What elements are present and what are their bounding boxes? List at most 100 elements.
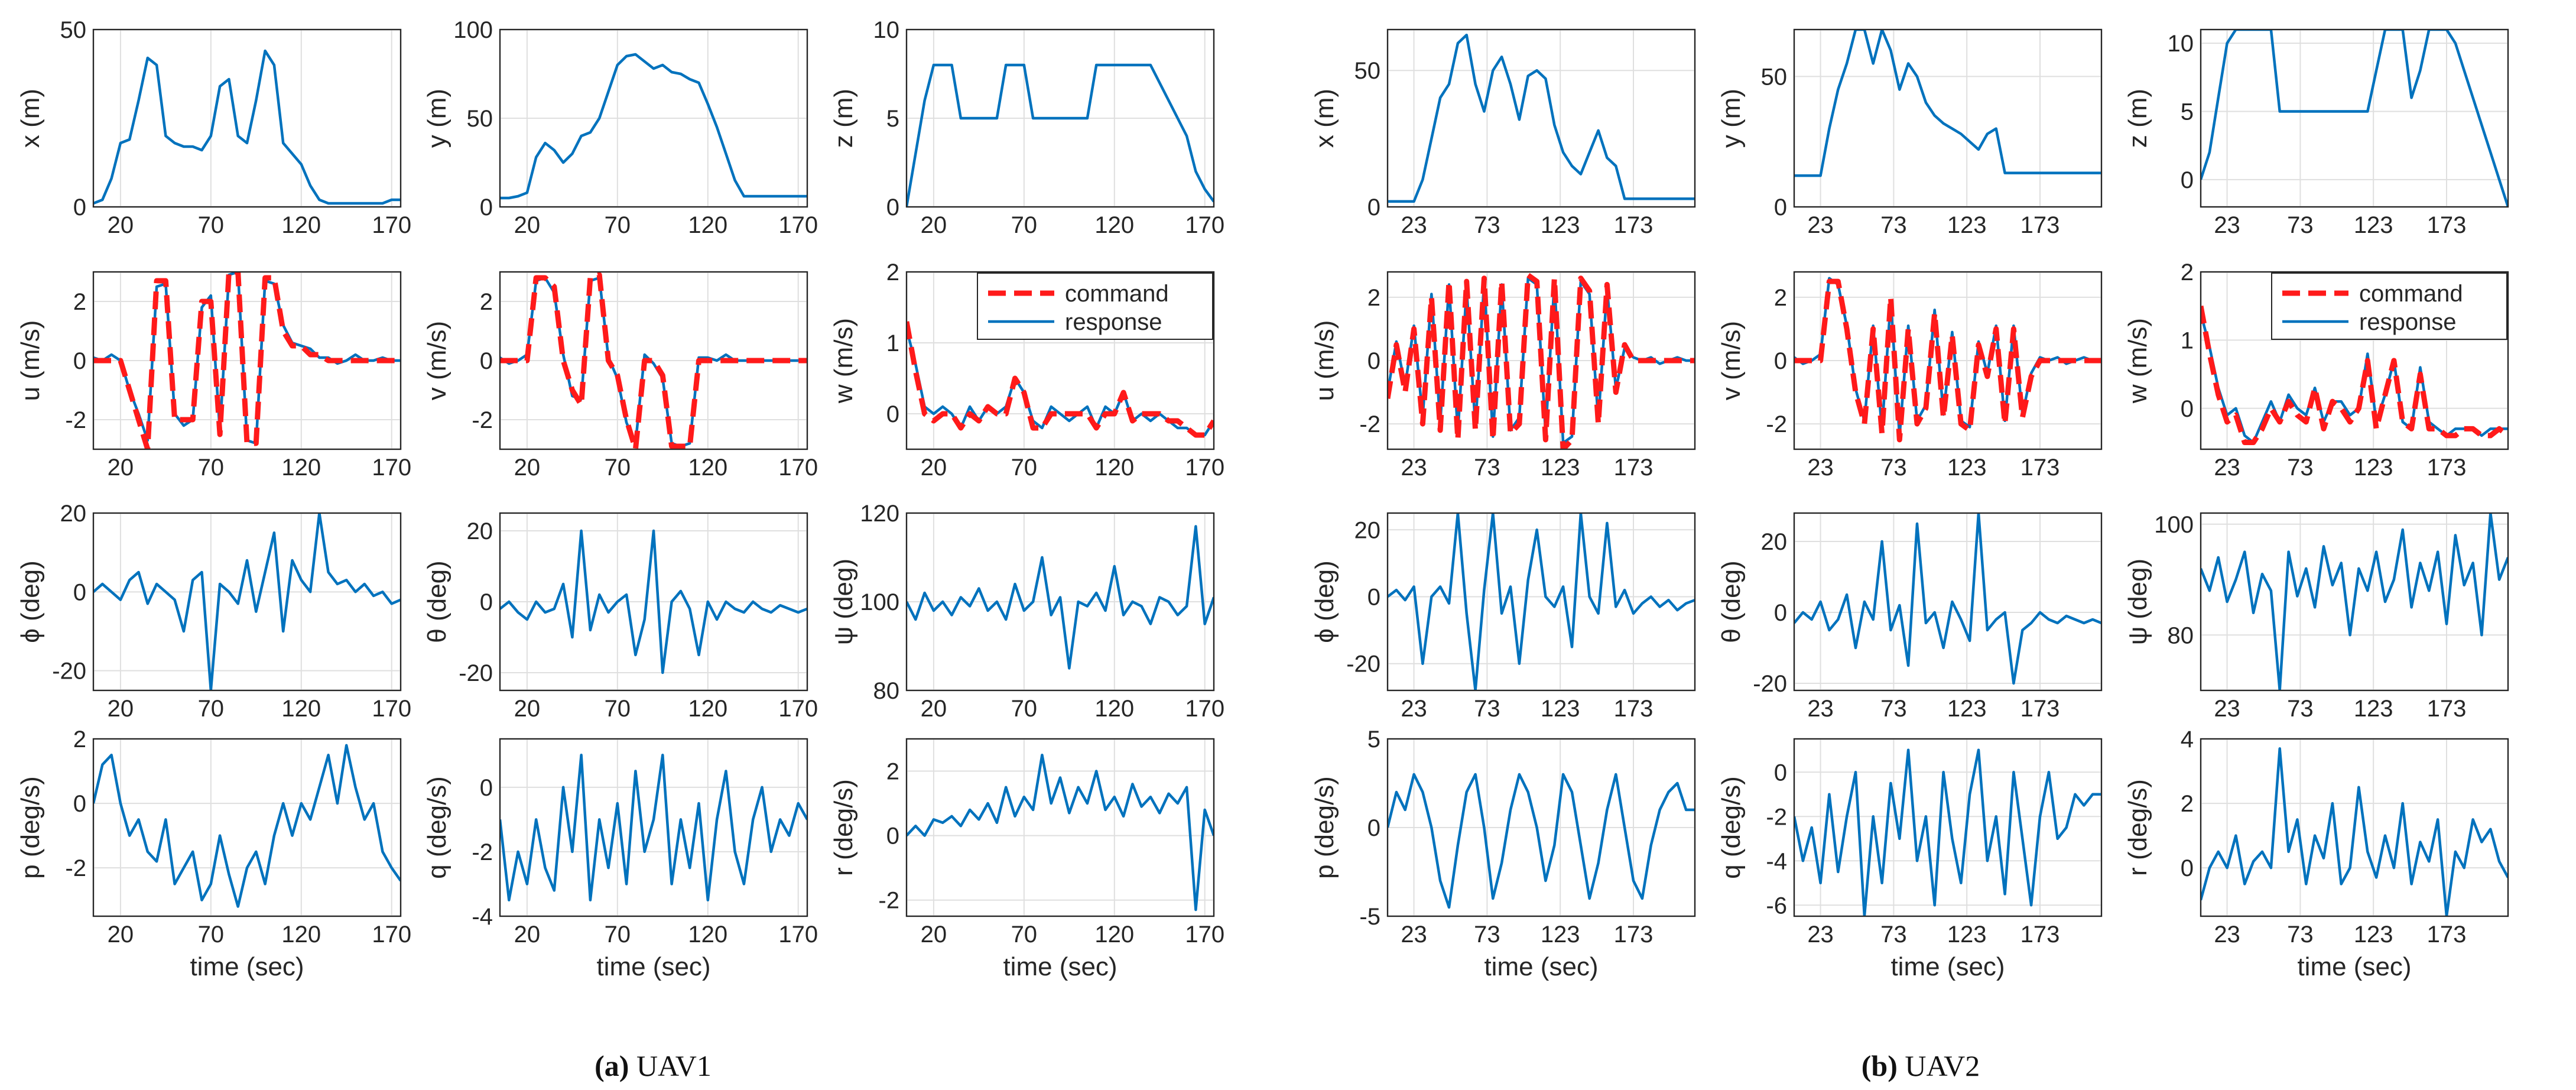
y-tick-label: 0 (2181, 396, 2194, 422)
y-axis-label: v (m/s) (1717, 321, 1746, 400)
y-tick-label: 0 (480, 194, 493, 220)
y-tick-label: 0 (1774, 760, 1787, 786)
plot-frame (905, 512, 1215, 692)
y-tick-label: -2 (472, 839, 493, 865)
y-axis-label: ϕ (deg) (1310, 560, 1339, 643)
x-tick-label: 173 (2427, 696, 2467, 722)
subplot-a-8: 20 70 120 170 80 100 120 ψ (deg) (829, 501, 1224, 722)
x-tick-label: 70 (198, 212, 225, 238)
legend-response-label: response (2359, 309, 2457, 335)
x-tick-label: 20 (514, 212, 541, 238)
y-tick-label: 0 (1367, 585, 1380, 611)
subplot-b-11: 23 73 123 173 0 2 4 r (deg/s) time (sec) (2123, 726, 2509, 981)
x-tick-label: 70 (605, 212, 631, 238)
subplot-a-11: 20 70 120 170 -2 0 2 r (deg/s) time (sec) (829, 738, 1224, 981)
y-tick-label: 0 (886, 194, 899, 220)
x-tick-label: 73 (2287, 922, 2314, 948)
series-response-line (1794, 748, 2101, 916)
y-tick-label: 2 (73, 726, 86, 752)
plot-area (1793, 28, 2103, 208)
y-tick-label: -2 (65, 855, 86, 881)
y-tick-label: 80 (2168, 622, 2194, 648)
x-tick-label: 20 (921, 922, 947, 948)
y-tick-label: 0 (1367, 815, 1380, 841)
x-tick-label: 23 (2214, 455, 2240, 481)
plot-frame (499, 28, 808, 208)
y-tick-label: -2 (65, 407, 86, 433)
x-tick-label: 20 (921, 696, 947, 722)
y-axis-label: x (m) (16, 89, 45, 148)
x-tick-label: 170 (1185, 455, 1224, 481)
y-tick-label: 2 (2181, 791, 2194, 817)
plot-frame (905, 271, 1215, 450)
plot-frame (1793, 738, 2103, 917)
subplot-a-1: 20 70 120 170 0 50 100 y (m) (423, 17, 818, 238)
y-tick-label: 0 (73, 791, 86, 817)
y-tick-label: -20 (459, 660, 493, 686)
x-tick-label: 73 (1474, 455, 1500, 481)
y-tick-label: 80 (873, 678, 900, 704)
x-tick-label: 170 (778, 696, 818, 722)
x-tick-label: 20 (108, 455, 134, 481)
subplot-b-4: 23 73 123 173 -2 0 2 v (m/s) (1717, 271, 2103, 481)
y-tick-label: 50 (60, 17, 87, 43)
y-tick-label: 2 (73, 289, 86, 315)
x-tick-label: 173 (2020, 455, 2060, 481)
y-axis-label: p (deg/s) (1310, 776, 1339, 879)
series-response-line (1794, 30, 2101, 177)
x-tick-label: 170 (1185, 922, 1224, 948)
plot-frame (92, 271, 402, 450)
y-tick-label: 1 (2181, 327, 2194, 353)
plot-area (499, 738, 808, 917)
y-tick-label: 5 (1367, 726, 1380, 752)
plot-frame (2200, 28, 2509, 208)
x-tick-label: 173 (2020, 922, 2060, 948)
x-tick-label: 23 (1807, 922, 1834, 948)
x-tick-label: 73 (1880, 696, 1907, 722)
y-axis-label: q (deg/s) (1717, 776, 1746, 879)
series-response-line (500, 529, 807, 674)
y-axis-label: q (deg/s) (423, 776, 451, 879)
x-tick-label: 120 (281, 696, 321, 722)
x-tick-label: 20 (514, 922, 541, 948)
y-axis-label: θ (deg) (423, 560, 451, 643)
legend-box (2271, 272, 2507, 340)
y-tick-label: -2 (1359, 411, 1380, 437)
plot-area (92, 512, 402, 692)
subplot-a-0: 20 70 120 170 0 50 x (m) (16, 17, 411, 238)
x-tick-label: 120 (688, 212, 727, 238)
y-tick-label: -4 (472, 904, 493, 930)
plot-frame (1793, 28, 2103, 208)
y-tick-label: 100 (2154, 512, 2194, 538)
legend-command-label: command (1065, 281, 1169, 307)
x-tick-label: 120 (1094, 922, 1134, 948)
plot-area (92, 28, 402, 208)
plot-area (905, 738, 1215, 917)
y-tick-label: 0 (1774, 600, 1787, 626)
y-tick-label: 0 (1774, 194, 1787, 220)
y-axis-label: z (m) (829, 89, 858, 148)
x-tick-label: 123 (1541, 922, 1580, 948)
x-tick-label: 73 (1474, 212, 1500, 238)
x-tick-label: 73 (1880, 212, 1907, 238)
x-tick-label: 120 (688, 455, 727, 481)
x-tick-label: 173 (2020, 696, 2060, 722)
y-tick-label: 0 (886, 823, 899, 849)
x-tick-label: 173 (2427, 455, 2467, 481)
y-axis-label: r (deg/s) (2123, 779, 2152, 876)
y-tick-label: -20 (1346, 651, 1380, 677)
y-tick-label: 20 (1354, 517, 1381, 543)
y-tick-label: 2 (1367, 285, 1380, 311)
y-tick-label: 100 (453, 17, 493, 43)
y-axis-label: y (m) (1717, 89, 1746, 148)
x-tick-label: 73 (1474, 696, 1500, 722)
x-tick-label: 123 (1541, 696, 1580, 722)
caption-a: (a) UAV1 (595, 1049, 712, 1082)
y-tick-label: 100 (860, 589, 899, 615)
series-response-line (1388, 33, 1695, 203)
x-tick-label: 123 (1541, 212, 1580, 238)
subplot-a-4: 20 70 120 170 -2 0 2 v (m/s) (423, 271, 818, 481)
x-tick-label: 173 (1614, 922, 1654, 948)
x-tick-label: 120 (1094, 212, 1134, 238)
